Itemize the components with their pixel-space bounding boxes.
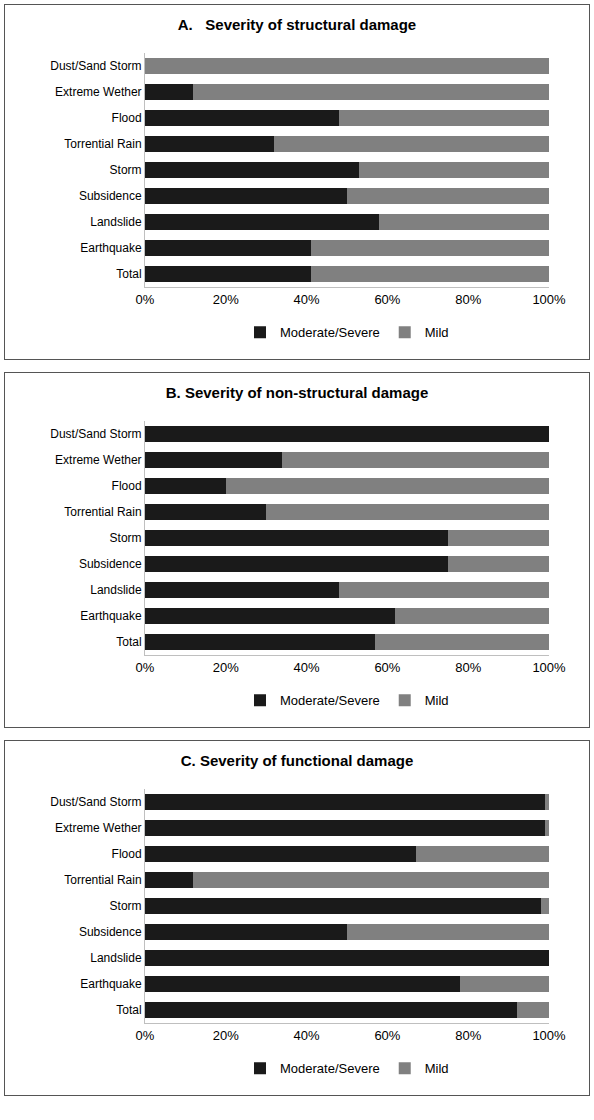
svg-text:80%: 80% — [455, 292, 481, 307]
svg-text:Dust/Sand Storm: Dust/Sand Storm — [50, 59, 141, 73]
svg-text:40%: 40% — [294, 1028, 320, 1043]
svg-text:Moderate/Severe: Moderate/Severe — [280, 1061, 380, 1076]
svg-text:60%: 60% — [374, 1028, 400, 1043]
svg-text:20%: 20% — [213, 292, 239, 307]
svg-text:Mild: Mild — [425, 325, 449, 340]
svg-text:20%: 20% — [213, 660, 239, 675]
svg-text:80%: 80% — [455, 660, 481, 675]
svg-text:Moderate/Severe: Moderate/Severe — [280, 325, 380, 340]
svg-text:40%: 40% — [294, 660, 320, 675]
svg-text:Storm: Storm — [110, 163, 142, 177]
svg-text:Total: Total — [116, 635, 141, 649]
svg-text:100%: 100% — [532, 1028, 566, 1043]
svg-text:0%: 0% — [136, 292, 155, 307]
svg-text:Torrential Rain: Torrential Rain — [64, 137, 141, 151]
svg-text:Total: Total — [116, 267, 141, 281]
svg-text:Flood: Flood — [112, 479, 142, 493]
svg-text:Landslide: Landslide — [90, 951, 142, 965]
svg-text:Torrential Rain: Torrential Rain — [64, 505, 141, 519]
svg-text:Subsidence: Subsidence — [79, 189, 142, 203]
svg-text:Total: Total — [116, 1003, 141, 1017]
svg-text:20%: 20% — [213, 1028, 239, 1043]
svg-text:100%: 100% — [532, 292, 566, 307]
svg-text:Earthquake: Earthquake — [80, 977, 142, 991]
svg-text:100%: 100% — [532, 660, 566, 675]
svg-text:Earthquake: Earthquake — [80, 609, 142, 623]
svg-text:0%: 0% — [136, 660, 155, 675]
svg-text:60%: 60% — [374, 292, 400, 307]
svg-text:Earthquake: Earthquake — [80, 241, 142, 255]
svg-text:Storm: Storm — [110, 531, 142, 545]
svg-text:Mild: Mild — [425, 693, 449, 708]
svg-text:Torrential Rain: Torrential Rain — [64, 873, 141, 887]
svg-text:40%: 40% — [294, 292, 320, 307]
svg-text:Extreme Wether: Extreme Wether — [55, 453, 141, 467]
svg-text:60%: 60% — [374, 660, 400, 675]
svg-text:Extreme Wether: Extreme Wether — [55, 821, 141, 835]
svg-text:Dust/Sand Storm: Dust/Sand Storm — [50, 427, 141, 441]
svg-text:Dust/Sand Storm: Dust/Sand Storm — [50, 795, 141, 809]
svg-text:Subsidence: Subsidence — [79, 925, 142, 939]
svg-text:A. Severity of structural da: A. Severity of structural damage — [178, 16, 416, 33]
svg-text:80%: 80% — [455, 1028, 481, 1043]
svg-text:Flood: Flood — [112, 111, 142, 125]
svg-text:Flood: Flood — [112, 847, 142, 861]
svg-text:B. Severity of non-structural: B. Severity of non-structural damage — [166, 384, 429, 401]
svg-text:Landslide: Landslide — [90, 583, 142, 597]
svg-text:C. Severity of functional dama: C. Severity of functional damage — [181, 752, 414, 769]
svg-text:Storm: Storm — [110, 899, 142, 913]
svg-text:Extreme Wether: Extreme Wether — [55, 85, 141, 99]
svg-text:0%: 0% — [136, 1028, 155, 1043]
svg-text:Subsidence: Subsidence — [79, 557, 142, 571]
svg-text:Mild: Mild — [425, 1061, 449, 1076]
svg-text:Moderate/Severe: Moderate/Severe — [280, 693, 380, 708]
svg-text:Landslide: Landslide — [90, 215, 142, 229]
